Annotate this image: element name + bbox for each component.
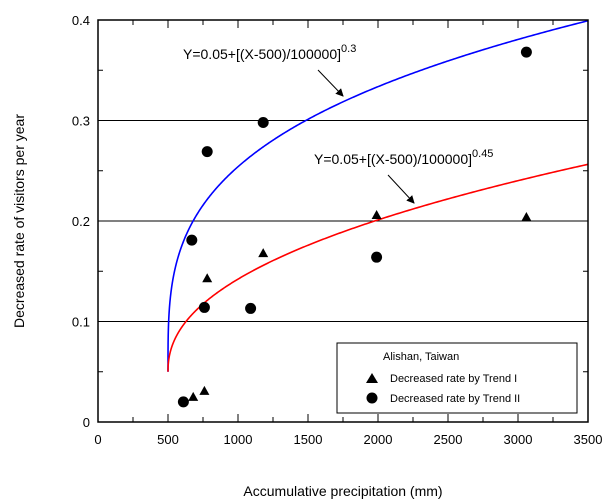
data-point-trend-1 [371, 209, 382, 219]
legend-circle-marker [366, 392, 378, 404]
tick-labels: 0 500 1000 1500 2000 2500 3000 3500 0 0.1 0.2 0.3 0.… [72, 13, 603, 447]
y-tick-label: 0.4 [72, 13, 90, 28]
y-tick-label: 0.1 [72, 315, 90, 330]
y-tick-label: 0 [83, 415, 90, 430]
data-point-trend-1 [202, 273, 213, 283]
fit-curve-1 [167, 20, 588, 372]
data-point-trend-1 [188, 391, 199, 401]
x-tick-label: 3000 [504, 432, 533, 447]
blue-curve-equation: Y=0.05+[(X-500)/100000]0.3 [183, 43, 356, 62]
red-curve-equation: Y=0.05+[(X-500)/100000]0.45 [314, 148, 493, 167]
legend-box [336, 342, 578, 414]
legend: Alishan, Taiwan Decreased rate by Trend … [336, 342, 578, 414]
axis-ticks [97, 19, 589, 423]
data-point-trend-2 [257, 117, 269, 129]
blue-curve-arrow [317, 69, 344, 97]
x-tick-label: 500 [157, 432, 179, 447]
data-point-trend-2 [520, 46, 532, 58]
data-point-trend-2 [177, 396, 189, 408]
y-tick-label: 0.3 [72, 114, 90, 129]
data-point-trend-2 [371, 251, 383, 263]
data-point-trend-2 [198, 301, 210, 313]
data-point-trend-1 [258, 248, 269, 258]
y-tick-label: 0.2 [72, 214, 90, 229]
data-point-trend-2 [186, 234, 198, 246]
data-point-trend-1 [199, 385, 210, 395]
data-point-trend-2 [201, 146, 213, 158]
x-tick-label: 3500 [574, 432, 603, 447]
x-axis-title: Accumulative precipitation (mm) [243, 483, 442, 499]
legend-trend-2-label: Decreased rate by Trend II [390, 393, 520, 405]
x-tick-label: 0 [94, 432, 101, 447]
x-tick-label: 2500 [434, 432, 463, 447]
fit-curves [167, 20, 588, 372]
data-point-trend-2 [245, 302, 257, 314]
data-points [177, 46, 532, 408]
y-axis-title: Decreased rate of visitors per year [11, 114, 27, 328]
x-tick-label: 1500 [294, 432, 323, 447]
x-tick-label: 2000 [364, 432, 393, 447]
data-point-trend-1 [521, 211, 532, 221]
fit-curve-2 [167, 163, 588, 372]
x-tick-label: 1000 [224, 432, 253, 447]
red-curve-arrow [387, 174, 415, 204]
legend-trend-1-label: Decreased rate by Trend I [390, 373, 517, 385]
legend-triangle-marker [366, 373, 378, 383]
grid [98, 120, 588, 322]
legend-title: Alishan, Taiwan [383, 351, 459, 363]
